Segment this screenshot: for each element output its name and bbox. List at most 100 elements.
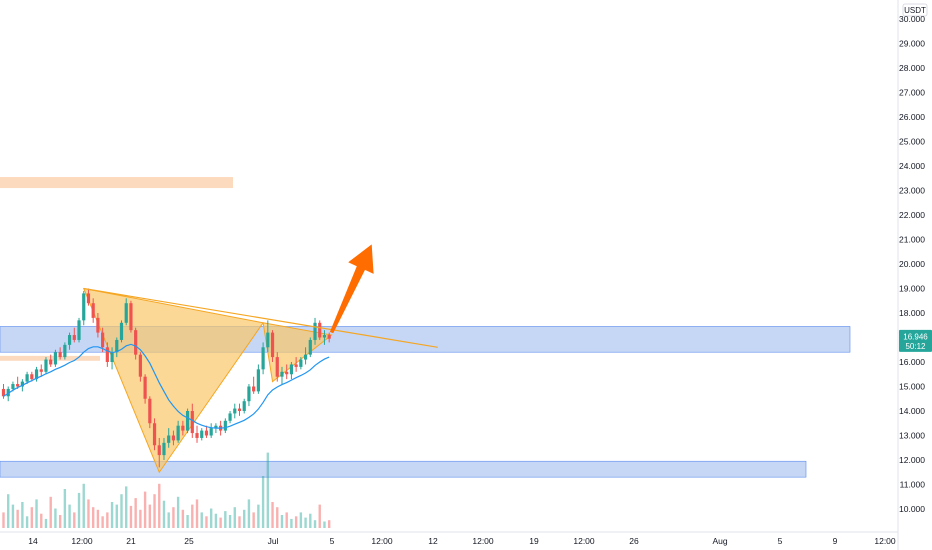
- candle-body: [86, 293, 91, 304]
- candle-body: [214, 425, 218, 429]
- candle-body: [6, 388, 10, 397]
- volume-bar: [318, 504, 321, 528]
- candle-body: [171, 435, 176, 441]
- time-tick-label: 12:00: [371, 536, 393, 546]
- candle-body: [299, 359, 303, 367]
- candle-body: [313, 322, 317, 340]
- volume-bar: [115, 504, 118, 528]
- price-tick-label: 24.000: [899, 161, 925, 171]
- price-tick-label: 28.000: [899, 63, 925, 73]
- supply-zone: [0, 177, 233, 189]
- moving-average-line: [3, 343, 330, 429]
- price-tick-label: 11.000: [900, 480, 926, 490]
- candle-body: [63, 344, 67, 358]
- candle-body: [67, 335, 72, 345]
- candle-body: [252, 386, 256, 392]
- volume-bar: [96, 509, 100, 528]
- price-tick-label: 12.000: [899, 455, 925, 465]
- time-tick-label: Jul: [268, 536, 279, 546]
- price-tick-label: 14.000: [899, 406, 925, 416]
- time-tick-label: 25: [184, 536, 194, 546]
- volume-bar: [2, 512, 5, 528]
- volume-bar: [294, 516, 298, 528]
- time-tick-label: 5: [778, 536, 783, 546]
- volume-bar: [125, 486, 128, 528]
- volume-bar: [25, 516, 29, 528]
- volume-bar: [106, 512, 109, 528]
- currency-box: [902, 3, 928, 17]
- candle-body: [16, 384, 20, 387]
- volume-bar: [162, 500, 166, 528]
- candle-body: [261, 347, 265, 370]
- volume-bar: [209, 508, 213, 528]
- candle-body: [30, 374, 34, 380]
- candle-body: [134, 330, 138, 355]
- descending-trendline: [83, 287, 438, 348]
- volume-bar: [101, 516, 104, 528]
- candle-body: [143, 376, 147, 399]
- price-tick-label: 23.000: [899, 186, 925, 196]
- candle-body: [162, 442, 166, 456]
- volume-bar: [280, 515, 284, 528]
- volume-bar: [214, 513, 218, 528]
- volume-bar: [252, 512, 255, 528]
- price-tick-label: 13.000: [899, 431, 925, 441]
- candle-body: [176, 425, 180, 441]
- price-tick-label: 21.000: [899, 235, 925, 245]
- volume-bar: [139, 509, 142, 528]
- candle-body: [101, 332, 105, 348]
- candle-body: [44, 359, 48, 372]
- volume-bar: [91, 507, 95, 528]
- volume-bar: [181, 509, 185, 528]
- volume-bar: [58, 515, 62, 528]
- time-tick-label: 12: [428, 536, 438, 546]
- volume-bar: [195, 499, 199, 528]
- volume-bar: [200, 512, 203, 528]
- volume-bar: [323, 521, 326, 528]
- volume-bar: [7, 494, 10, 528]
- volume-bar: [172, 507, 175, 528]
- volume-bar: [134, 498, 137, 528]
- volume-bar: [77, 492, 81, 528]
- candle-body: [285, 371, 289, 375]
- candle-body: [200, 430, 204, 438]
- candle-body: [167, 435, 171, 443]
- volume-bar: [290, 518, 293, 528]
- volume-bar: [313, 520, 317, 528]
- candle-body: [96, 317, 100, 333]
- price-tick-label: 16.000: [899, 357, 925, 367]
- candle-body: [105, 347, 109, 362]
- volume-bar: [238, 516, 241, 528]
- candle-body: [49, 359, 53, 365]
- time-tick-label: 12:00: [874, 536, 896, 546]
- volume-bar: [148, 504, 152, 528]
- candle-body: [237, 408, 242, 411]
- volume-bar: [205, 516, 208, 528]
- candle-body: [247, 386, 251, 402]
- volume-bar: [143, 491, 147, 528]
- candle-body: [148, 398, 152, 424]
- candle-body: [190, 411, 194, 434]
- volume-bar: [261, 476, 265, 528]
- candle-body: [119, 322, 124, 340]
- price-tick-label: 27.000: [899, 88, 925, 98]
- volume-bar: [299, 512, 303, 528]
- volume-bar: [233, 507, 236, 528]
- candle-body: [204, 430, 209, 436]
- volume-bar: [309, 513, 312, 528]
- candle-body: [209, 428, 213, 436]
- last-price-value: 16.946: [903, 332, 928, 341]
- volume-bar: [87, 499, 90, 528]
- candle-body: [308, 339, 312, 355]
- candle-body: [280, 371, 284, 377]
- volume-bar: [327, 520, 331, 528]
- time-tick-label: 12:00: [71, 536, 93, 546]
- candle-body: [233, 408, 237, 414]
- price-tick-label: 19.000: [899, 284, 925, 294]
- candle-body: [34, 369, 39, 380]
- volume-bar: [285, 512, 288, 528]
- volume-bar: [243, 509, 246, 528]
- volume-bar: [63, 489, 67, 528]
- last-price-badge: [899, 329, 932, 352]
